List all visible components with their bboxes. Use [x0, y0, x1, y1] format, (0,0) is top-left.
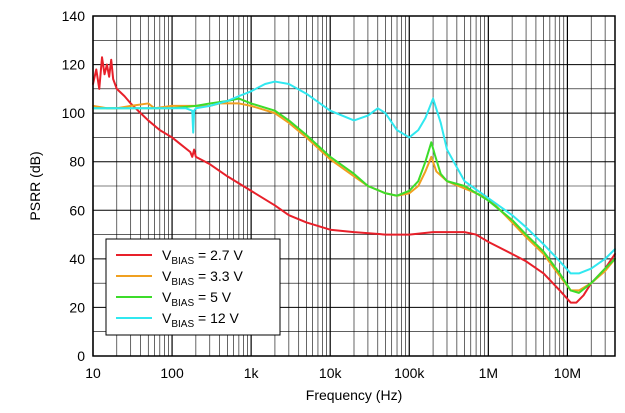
x-tick-label: 10: [85, 365, 101, 381]
x-tick-label: 100k: [394, 365, 425, 381]
series-lines: [92, 56, 616, 304]
x-tick-labels: 10 100 1k 10k 100k 1M 10M: [85, 365, 581, 381]
y-tick-label: 0: [77, 348, 85, 364]
series-line-3: [92, 80, 616, 275]
y-tick-label: 100: [62, 105, 86, 121]
legend-label-3: VBIAS = 12 V: [162, 310, 240, 330]
x-tick-label: 10M: [554, 365, 581, 381]
y-tick-labels: 0 20 40 60 80 100 120 140: [62, 8, 86, 364]
x-tick-label: 10k: [319, 365, 343, 381]
legend-label-0: VBIAS = 2.7 V: [162, 247, 243, 267]
y-tick-label: 140: [62, 8, 86, 24]
y-tick-label: 40: [69, 251, 85, 267]
series-line-0: [92, 56, 616, 304]
y-axis-label: PSRR (dB): [27, 151, 43, 220]
x-tick-label: 100: [160, 365, 184, 381]
y-tick-label: 80: [69, 154, 85, 170]
x-tick-label: 1k: [244, 365, 260, 381]
y-tick-label: 20: [69, 299, 85, 315]
plot-frame: [92, 15, 616, 357]
x-tick-label: 1M: [479, 365, 498, 381]
legend-label-1: VBIAS = 3.3 V: [162, 268, 243, 288]
x-axis-label: Frequency (Hz): [306, 387, 402, 403]
y-tick-label: 60: [69, 202, 85, 218]
y-tick-label: 120: [62, 57, 86, 73]
legend-label-2: VBIAS = 5 V: [162, 289, 232, 309]
